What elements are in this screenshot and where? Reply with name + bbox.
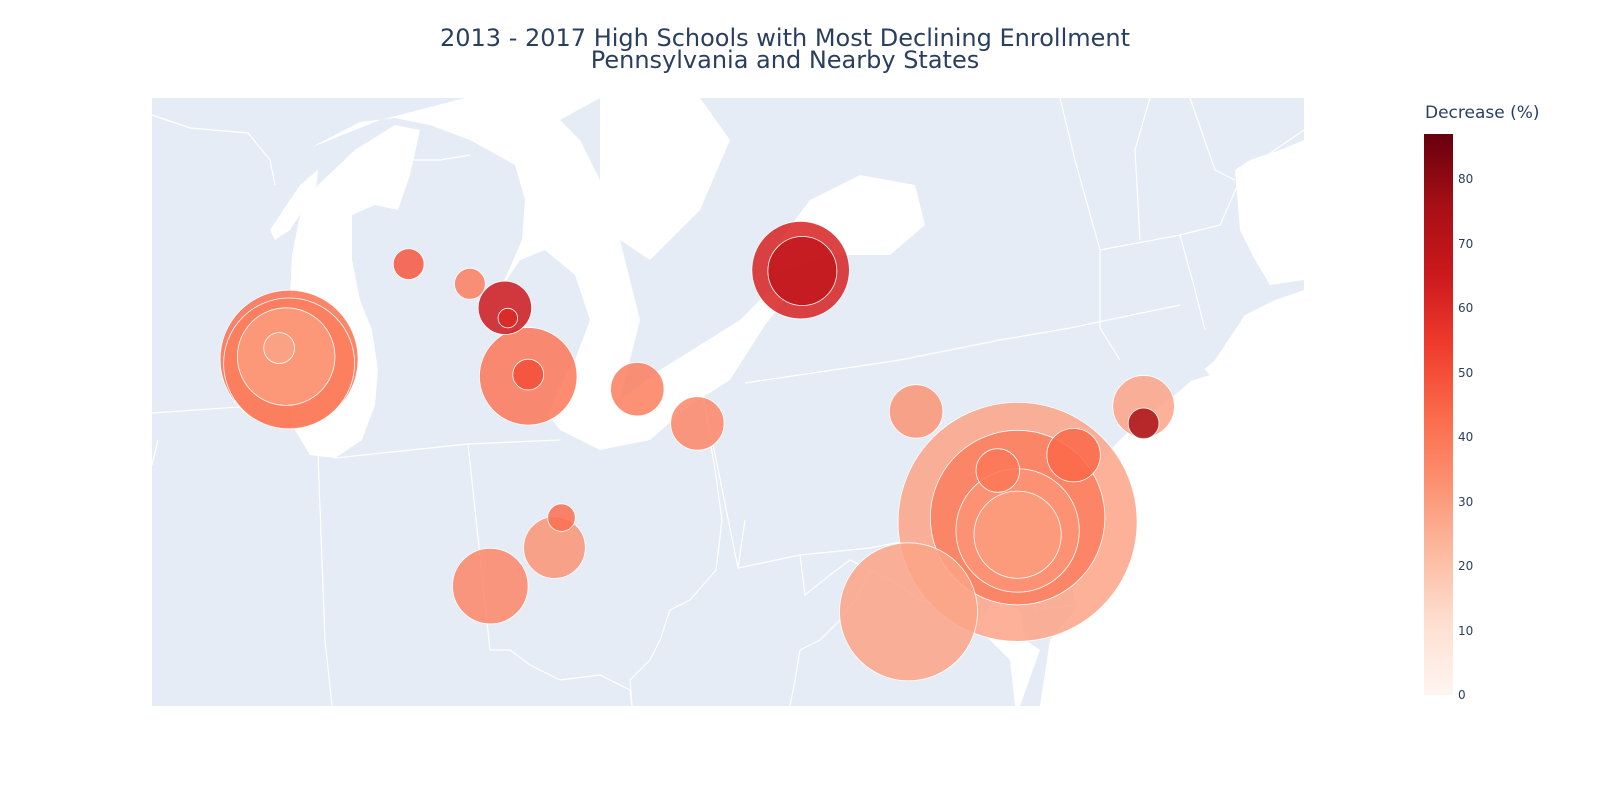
colorbar-tick-label: 0 xyxy=(1458,688,1466,702)
bubbles xyxy=(219,220,1175,682)
school-bubble[interactable] xyxy=(547,503,576,532)
map-title-line-1: 2013 - 2017 High Schools with Most Decli… xyxy=(439,24,1130,52)
green-bay xyxy=(270,170,318,240)
map-plot-area xyxy=(152,98,1304,706)
colorbar-tick-label: 50 xyxy=(1458,365,1474,380)
georgian-bay xyxy=(600,98,730,260)
colorbar-tick-label: 40 xyxy=(1458,430,1474,445)
school-bubble[interactable] xyxy=(512,358,545,391)
colorbar-tick-label: 70 xyxy=(1458,236,1474,251)
map-title-line-2: Pennsylvania and Nearby States xyxy=(590,46,980,74)
school-bubble[interactable] xyxy=(454,267,486,300)
school-bubble[interactable] xyxy=(975,448,1020,493)
school-bubble[interactable] xyxy=(263,332,295,364)
school-bubble[interactable] xyxy=(1046,427,1101,483)
school-bubble[interactable] xyxy=(392,248,425,280)
school-bubble[interactable] xyxy=(610,362,665,417)
school-bubble[interactable] xyxy=(973,490,1062,579)
school-bubble[interactable] xyxy=(888,384,944,439)
school-bubble[interactable] xyxy=(767,236,838,306)
colorbar-tick-label: 80 xyxy=(1458,172,1474,187)
school-bubble[interactable] xyxy=(1127,407,1160,440)
lake-huron xyxy=(470,120,640,440)
colorbar-tick-label: 60 xyxy=(1458,301,1474,316)
colorbar-tick-label: 30 xyxy=(1458,494,1474,509)
colorbar-tick-label: 10 xyxy=(1458,623,1474,638)
school-bubble[interactable] xyxy=(497,307,518,329)
school-bubble[interactable] xyxy=(839,542,978,682)
school-bubble[interactable] xyxy=(477,280,533,335)
cape-cod-water xyxy=(1235,140,1304,285)
school-bubble[interactable] xyxy=(452,547,529,625)
colorbar-tick-label: 20 xyxy=(1458,559,1474,574)
map-title: 2013 - 2017 High Schools with Most Decli… xyxy=(0,24,1570,74)
lake-erie xyxy=(560,290,785,450)
school-bubble[interactable] xyxy=(670,396,725,451)
colorbar-title: Decrease (%) xyxy=(1425,103,1540,123)
colorbar xyxy=(1424,134,1453,695)
